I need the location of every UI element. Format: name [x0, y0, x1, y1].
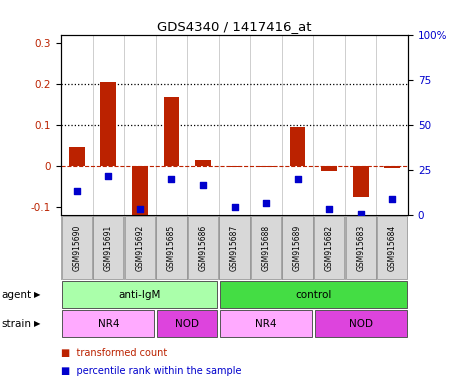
- Text: anti-IgM: anti-IgM: [119, 290, 161, 300]
- FancyBboxPatch shape: [156, 216, 187, 279]
- FancyBboxPatch shape: [188, 216, 218, 279]
- FancyBboxPatch shape: [93, 216, 123, 279]
- Text: GSM915692: GSM915692: [136, 225, 144, 271]
- Text: GSM915682: GSM915682: [325, 225, 333, 271]
- Text: NR4: NR4: [98, 318, 119, 329]
- Point: [262, 200, 270, 206]
- Text: ▶: ▶: [34, 290, 40, 299]
- FancyBboxPatch shape: [219, 216, 250, 279]
- FancyBboxPatch shape: [282, 216, 313, 279]
- Text: GSM915687: GSM915687: [230, 225, 239, 271]
- Text: GSM915683: GSM915683: [356, 225, 365, 271]
- FancyBboxPatch shape: [125, 216, 155, 279]
- Point: [136, 206, 144, 212]
- Point: [294, 176, 302, 182]
- Text: control: control: [295, 290, 332, 300]
- FancyBboxPatch shape: [61, 216, 92, 279]
- Text: agent: agent: [1, 290, 31, 300]
- Text: strain: strain: [1, 318, 31, 329]
- Bar: [164, 97, 179, 166]
- FancyBboxPatch shape: [315, 310, 407, 337]
- FancyBboxPatch shape: [62, 281, 218, 308]
- Bar: [195, 160, 211, 166]
- Point: [105, 173, 112, 179]
- FancyBboxPatch shape: [220, 310, 312, 337]
- Text: GSM915690: GSM915690: [72, 225, 81, 271]
- FancyBboxPatch shape: [220, 281, 407, 308]
- Text: GSM915685: GSM915685: [167, 225, 176, 271]
- Text: ▶: ▶: [34, 319, 40, 328]
- Text: GSM915689: GSM915689: [293, 225, 302, 271]
- FancyBboxPatch shape: [251, 216, 281, 279]
- FancyBboxPatch shape: [157, 310, 218, 337]
- Point: [388, 196, 396, 202]
- Bar: [385, 166, 400, 168]
- Text: GSM915686: GSM915686: [198, 225, 207, 271]
- FancyBboxPatch shape: [314, 216, 344, 279]
- Point: [167, 176, 175, 182]
- Point: [357, 212, 364, 218]
- FancyBboxPatch shape: [346, 216, 376, 279]
- Text: NOD: NOD: [349, 318, 373, 329]
- Bar: [321, 166, 337, 171]
- Point: [199, 182, 207, 188]
- Bar: [69, 147, 84, 166]
- Bar: [353, 166, 369, 197]
- Bar: [132, 166, 148, 219]
- Bar: [227, 166, 242, 167]
- Bar: [100, 82, 116, 166]
- Point: [73, 188, 81, 194]
- Text: ■  percentile rank within the sample: ■ percentile rank within the sample: [61, 366, 242, 376]
- Text: GSM915688: GSM915688: [262, 225, 271, 271]
- Text: NOD: NOD: [175, 318, 199, 329]
- Point: [325, 206, 333, 212]
- FancyBboxPatch shape: [377, 216, 408, 279]
- Text: ■  transformed count: ■ transformed count: [61, 348, 167, 358]
- Text: GSM915684: GSM915684: [388, 225, 397, 271]
- FancyBboxPatch shape: [62, 310, 154, 337]
- Title: GDS4340 / 1417416_at: GDS4340 / 1417416_at: [157, 20, 312, 33]
- Text: GSM915691: GSM915691: [104, 225, 113, 271]
- Bar: [258, 166, 274, 167]
- Bar: [290, 127, 305, 166]
- Text: NR4: NR4: [255, 318, 277, 329]
- Point: [231, 204, 238, 210]
